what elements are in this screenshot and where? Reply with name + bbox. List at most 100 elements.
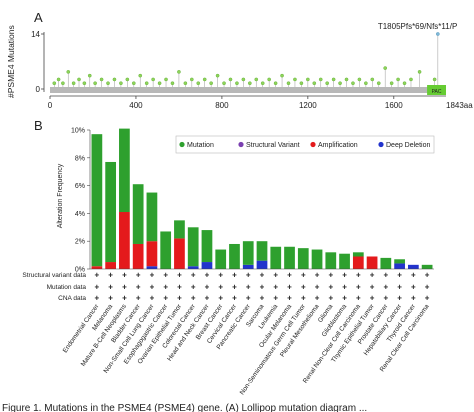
lollipop-head xyxy=(396,77,400,82)
pac-domain-label: PAC xyxy=(432,89,442,95)
bar-segment-mutation xyxy=(187,227,199,267)
lollipop-head xyxy=(299,81,304,86)
lollipop-head xyxy=(125,77,130,82)
lollipop-head xyxy=(409,77,413,82)
lollipop-head xyxy=(344,77,349,82)
lollipop-head xyxy=(119,81,123,86)
bar-segment-deep-deletion xyxy=(146,266,158,269)
panel-b-ytick-label: 0% xyxy=(75,267,85,274)
row-marker: + xyxy=(273,294,278,303)
row-marker: + xyxy=(163,271,168,280)
row-marker: + xyxy=(205,294,210,303)
bar-segment-amplification xyxy=(174,238,185,269)
row-marker: + xyxy=(273,283,278,292)
panel-b-yaxis: 0% 2% 4% 6% 8% 10% xyxy=(71,128,91,274)
panel-a-xtick-label: 1600 xyxy=(385,101,403,110)
legend-swatch xyxy=(238,141,244,148)
row-marker: + xyxy=(95,294,100,303)
lollipop-head xyxy=(325,81,329,86)
lollipop-head xyxy=(383,66,387,70)
row-marker: + xyxy=(232,283,237,292)
lollipop-head xyxy=(93,81,97,86)
bar-segment-mutation xyxy=(352,252,364,257)
panel-a-xticks: 0 400 800 1200 1600 xyxy=(48,96,403,110)
row-marker: + xyxy=(425,271,430,280)
row-marker: + xyxy=(177,294,182,303)
row-marker: + xyxy=(384,294,389,303)
bar-segment-mutation xyxy=(284,246,295,269)
lollipop-head xyxy=(389,81,394,86)
bar-segment-amplification xyxy=(366,256,378,269)
row-marker: + xyxy=(136,271,141,280)
lollipop-head xyxy=(87,73,92,78)
lollipop-head xyxy=(52,81,57,86)
bar-segment-mutation xyxy=(91,134,103,267)
row-marker: + xyxy=(356,283,361,292)
row-marker: + xyxy=(328,294,333,303)
lollipop-head xyxy=(402,81,407,86)
bar-segment-amplification xyxy=(352,256,364,269)
row-marker: + xyxy=(95,271,100,280)
legend: Mutation Structural Variant Amplification D… xyxy=(179,141,430,149)
category-label: Non-Seminomatous Germ Cell Tumor xyxy=(239,302,308,396)
bar-segment-mutation xyxy=(311,249,323,269)
lollipop-head xyxy=(190,77,194,82)
lollipop-head xyxy=(183,81,188,86)
row-marker: + xyxy=(177,271,182,280)
bar-segment-amplification xyxy=(146,241,158,267)
row-marker: + xyxy=(328,271,333,280)
lollipop-head xyxy=(280,73,284,78)
row-marker: + xyxy=(384,271,389,280)
bar-segment-mutation xyxy=(215,249,227,269)
bar-segment-mutation xyxy=(201,230,213,263)
row-marker: + xyxy=(95,283,100,292)
row-marker: + xyxy=(150,271,155,280)
bar-segment-deep-deletion xyxy=(256,260,268,269)
row-marker: + xyxy=(411,294,416,303)
bar-segment-mutation xyxy=(421,264,433,269)
legend-box xyxy=(175,135,435,154)
bar-segment-deep-deletion xyxy=(394,263,405,269)
lollipop-head xyxy=(77,77,81,82)
row-marker: + xyxy=(218,294,223,303)
row-marker: + xyxy=(384,283,389,292)
row-marker: + xyxy=(218,283,223,292)
panel-a-label: A xyxy=(34,10,43,25)
row-marker: + xyxy=(287,283,292,292)
protein-backbone xyxy=(50,87,446,93)
row-marker: + xyxy=(315,283,320,292)
lollipop-head xyxy=(436,32,440,36)
row-marker: + xyxy=(122,271,127,280)
panel-b-ytick-label: 4% xyxy=(75,211,85,218)
bar-segment-deep-deletion xyxy=(201,262,213,269)
row-marker: + xyxy=(287,294,292,303)
row-marker: + xyxy=(397,283,402,292)
row-marker: + xyxy=(370,294,375,303)
panel-a-ytick-top: 14 xyxy=(31,30,40,39)
row-label: Structural variant data xyxy=(22,272,86,279)
row-marker: + xyxy=(411,283,416,292)
lollipop-head xyxy=(228,77,233,82)
panel-a-ytick-zero: 0 xyxy=(36,85,41,94)
legend-label: Amplification xyxy=(318,142,358,149)
row-marker: + xyxy=(150,283,155,292)
lollipop-head xyxy=(66,70,71,74)
row-marker: + xyxy=(136,294,141,303)
lollipop-head xyxy=(196,81,201,86)
row-marker: + xyxy=(328,283,333,292)
row-marker: + xyxy=(205,271,210,280)
lollipop-head xyxy=(254,77,259,82)
legend-swatch xyxy=(310,141,316,148)
bar-segment-mutation xyxy=(132,184,144,244)
legend-swatch xyxy=(378,141,384,148)
lollipop-head xyxy=(112,77,117,82)
bar-segment-mutation xyxy=(160,231,172,269)
row-marker: + xyxy=(122,294,127,303)
row-marker: + xyxy=(232,294,237,303)
row-label: Mutation data xyxy=(47,284,87,291)
bar-segment-mutation xyxy=(105,161,117,263)
lollipop-head xyxy=(260,81,265,86)
lollipop-head xyxy=(417,70,422,74)
panel-a-xtick-label: 1200 xyxy=(299,101,317,110)
